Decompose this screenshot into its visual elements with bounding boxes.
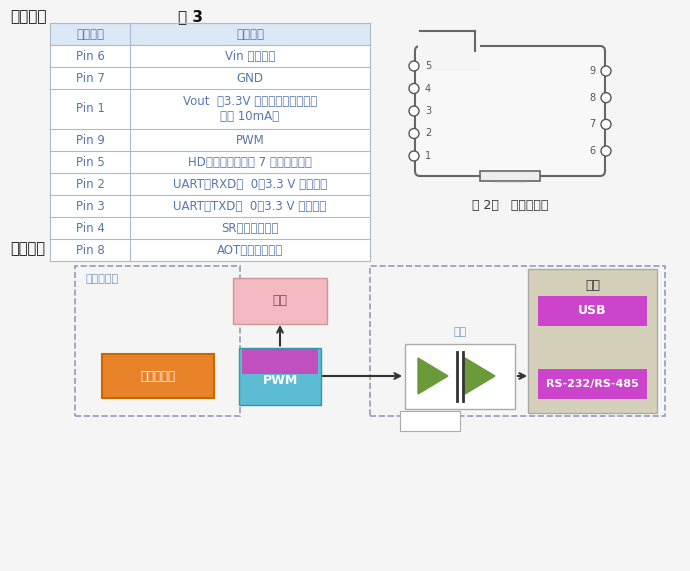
Bar (50, 129, 130, 151)
Text: Vout  （3.3V 电源输出，输出电流
小于 10mA）: Vout （3.3V 电源输出，输出电流 小于 10mA） (183, 95, 317, 123)
Circle shape (601, 66, 611, 76)
Text: Vin 电压输入: Vin 电压输入 (225, 50, 275, 62)
Bar (130, 89, 370, 129)
Bar (130, 151, 370, 173)
Text: 2: 2 (425, 128, 431, 139)
Text: Pin 5: Pin 5 (76, 155, 104, 168)
Text: 用户: 用户 (642, 274, 655, 284)
Text: 3: 3 (425, 106, 431, 116)
Bar (480, 171, 540, 181)
Text: Pin 6: Pin 6 (76, 50, 104, 62)
Text: 9: 9 (589, 66, 595, 76)
Circle shape (409, 128, 419, 139)
Circle shape (601, 93, 611, 103)
Text: 1: 1 (425, 151, 431, 161)
Bar (50, 45, 130, 67)
Text: 7: 7 (589, 119, 595, 130)
Text: UART（RXD）  0～3.3 V 数据输入: UART（RXD） 0～3.3 V 数据输入 (173, 178, 327, 191)
FancyBboxPatch shape (239, 348, 321, 404)
Bar (130, 129, 370, 151)
Text: 接口: 接口 (585, 279, 600, 292)
Text: AOT（工厂预留）: AOT（工厂预留） (217, 243, 283, 256)
Bar (130, 239, 370, 261)
Bar (75, 266, 240, 416)
Text: Pin 9: Pin 9 (76, 134, 104, 147)
Bar (50, 195, 130, 217)
Bar (50, 239, 130, 261)
Text: Pin 4: Pin 4 (76, 222, 104, 235)
Text: 红外传感器: 红外传感器 (85, 274, 118, 284)
Text: 应用电路: 应用电路 (10, 241, 45, 256)
Circle shape (601, 146, 611, 156)
Text: PWM: PWM (235, 134, 264, 147)
Text: 管脚说明: 管脚说明 (236, 27, 264, 41)
Text: RS-232/RS-485: RS-232/RS-485 (546, 379, 639, 389)
Bar (130, 45, 370, 67)
Text: 红外传感器: 红外传感器 (140, 369, 175, 383)
Text: GND: GND (237, 71, 264, 85)
Circle shape (601, 119, 611, 130)
Bar (50, 173, 130, 195)
Bar (50, 67, 130, 89)
FancyBboxPatch shape (233, 278, 327, 324)
Bar (370, 266, 665, 416)
Bar (130, 173, 370, 195)
Text: PWM: PWM (262, 375, 297, 388)
Bar (538, 369, 647, 399)
Text: 表 3: 表 3 (177, 9, 202, 24)
Bar (130, 217, 370, 239)
Bar (538, 296, 647, 326)
Circle shape (409, 61, 419, 71)
Text: 管脚定义: 管脚定义 (10, 9, 46, 24)
Text: 8: 8 (589, 93, 595, 103)
Text: Pin 1: Pin 1 (76, 103, 104, 115)
Bar (418, 43, 480, 71)
Bar (50, 151, 130, 173)
Circle shape (409, 83, 419, 94)
Text: 隔离: 隔离 (453, 328, 466, 337)
Bar (405, 344, 515, 408)
Polygon shape (418, 358, 448, 394)
Bar (400, 411, 460, 431)
Text: 5: 5 (425, 61, 431, 71)
Text: Pin 7: Pin 7 (76, 71, 104, 85)
Text: 4: 4 (425, 83, 431, 94)
Bar (50, 23, 130, 45)
Bar (130, 67, 370, 89)
FancyBboxPatch shape (101, 354, 213, 398)
Text: 图 2：   管脚定义图: 图 2： 管脚定义图 (472, 199, 548, 212)
Bar (130, 23, 370, 45)
Text: HD（校零，低电平 7 秒以上有效）: HD（校零，低电平 7 秒以上有效） (188, 155, 312, 168)
Bar (50, 89, 130, 129)
Circle shape (409, 106, 419, 116)
Circle shape (409, 151, 419, 161)
Text: Pin 8: Pin 8 (76, 243, 104, 256)
Text: 6: 6 (589, 146, 595, 156)
Text: 管脚名称: 管脚名称 (76, 27, 104, 41)
Text: 显示: 显示 (273, 295, 288, 308)
Text: USB: USB (578, 304, 607, 317)
FancyBboxPatch shape (415, 46, 605, 176)
Text: SR（工厂预留）: SR（工厂预留） (221, 222, 279, 235)
Text: Pin 3: Pin 3 (76, 199, 104, 212)
Text: Pin 2: Pin 2 (76, 178, 104, 191)
Text: UART（TXD）  0～3.3 V 数据输出: UART（TXD） 0～3.3 V 数据输出 (173, 199, 326, 212)
FancyBboxPatch shape (528, 269, 657, 413)
Bar (242, 348, 318, 373)
Polygon shape (465, 358, 495, 394)
Bar (130, 195, 370, 217)
Bar (50, 217, 130, 239)
